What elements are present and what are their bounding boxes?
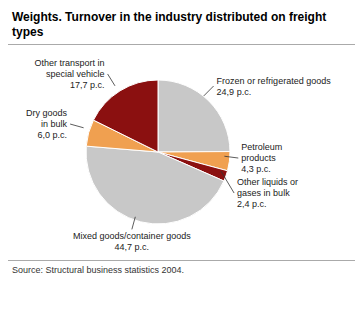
- html-text:Source: Structural business st: Source: Structural business statistics 2…: [12, 265, 185, 275]
- svg-text:Petroleumproducts4,3 p.c.: Petroleumproducts4,3 p.c.: [241, 142, 282, 174]
- svg-text:Other transport inspecial vehi: Other transport inspecial vehicle17,7 p.…: [35, 58, 105, 90]
- svg-text:Dry goodsin bulk6,0 p.c.: Dry goodsin bulk6,0 p.c.: [26, 108, 68, 140]
- svg-text:Frozen or refrigerated goods24: Frozen or refrigerated goods24,9 p.c.: [217, 76, 332, 97]
- svg-text:Other liquids orgases in bulk2: Other liquids orgases in bulk2,4 p.c.: [237, 177, 298, 209]
- svg-text:Mixed goods/container goods44,: Mixed goods/container goods44,7 p.c.: [73, 231, 191, 252]
- html-text:Weights. Turnover in the indus: Weights. Turnover in the industry distri…: [12, 10, 327, 39]
